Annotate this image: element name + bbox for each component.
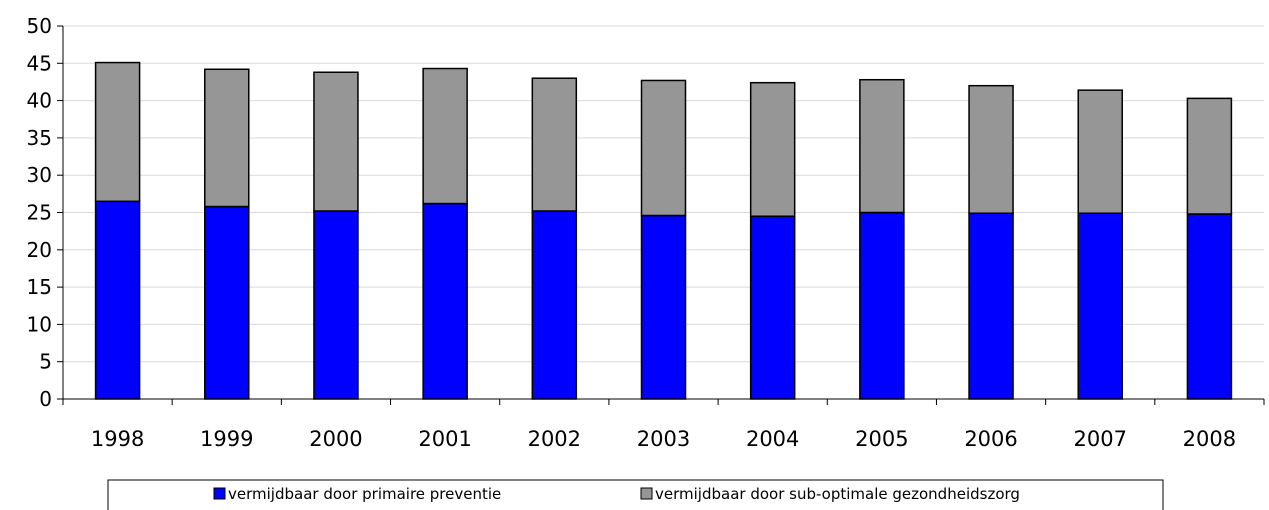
bar-segment-primaire-preventie	[531, 210, 578, 400]
bar-segment-primaire-preventie	[1077, 212, 1123, 400]
y-tick-label: 15	[27, 275, 52, 299]
bar-segment-primaire-preventie	[94, 200, 141, 400]
bar-segment-sub-optimale-gezondheidszorg	[313, 71, 359, 212]
y-axis-ticks: 0 5 10 15 20 25 30 35 40 45 50	[27, 14, 63, 411]
x-tick-label: 2001	[418, 427, 471, 451]
x-tick-label: 1999	[200, 427, 253, 451]
bar-segment-sub-optimale-gezondheidszorg	[1077, 89, 1123, 214]
bar-segment-sub-optimale-gezondheidszorg	[1186, 97, 1233, 215]
x-tick-label: 2003	[637, 427, 690, 451]
x-tick-label: 2007	[1074, 427, 1127, 451]
y-tick-label: 35	[27, 126, 52, 150]
y-tick-label: 0	[39, 387, 52, 411]
y-tick-label: 20	[27, 238, 52, 262]
y-tick-label: 5	[39, 350, 52, 374]
x-tick-label: 2002	[528, 427, 581, 451]
bar-segment-sub-optimale-gezondheidszorg	[859, 78, 905, 214]
bar-segment-sub-optimale-gezondheidszorg	[422, 67, 468, 205]
legend-swatch-sub-optimale-gezondheidszorg	[640, 487, 653, 500]
bar-segment-sub-optimale-gezondheidszorg	[531, 77, 578, 212]
x-tick-label: 1998	[91, 427, 144, 451]
y-tick-label: 40	[27, 89, 52, 113]
legend-label-sub-optimale-gezondheidszorg: vermijdbaar door sub-optimale gezondheid…	[655, 485, 1020, 503]
y-tick-label: 45	[27, 51, 52, 75]
y-tick-label: 50	[27, 14, 52, 38]
x-tick-label: 2008	[1183, 427, 1236, 451]
x-tick-label: 2005	[855, 427, 908, 451]
y-tick-label: 30	[27, 163, 52, 187]
legend: vermijdbaar door primaire preventie verm…	[107, 479, 1164, 510]
bar-segment-sub-optimale-gezondheidszorg	[204, 68, 250, 208]
legend-swatch-primaire-preventie	[213, 487, 226, 500]
y-tick-label: 10	[27, 312, 52, 336]
bar-segment-sub-optimale-gezondheidszorg	[640, 79, 687, 217]
bar-segment-primaire-preventie	[968, 212, 1014, 400]
bar-segment-sub-optimale-gezondheidszorg	[968, 84, 1014, 214]
bar-segment-primaire-preventie	[422, 202, 468, 400]
y-tick-label: 25	[27, 201, 52, 225]
bar-segment-primaire-preventie	[313, 210, 359, 400]
bar-segment-primaire-preventie	[640, 214, 687, 400]
x-axis-ticks: 1998 1999 2000 2001 2002 2003 2004 2005 2006 2007…	[62, 399, 1265, 451]
bar-segment-sub-optimale-gezondheidszorg	[749, 81, 796, 217]
bar-segment-sub-optimale-gezondheidszorg	[94, 61, 141, 203]
bar-segment-primaire-preventie	[1186, 213, 1233, 400]
bar-segment-primaire-preventie	[749, 215, 796, 400]
bars	[94, 61, 1233, 400]
x-tick-label: 2004	[746, 427, 799, 451]
x-tick-label: 2006	[964, 427, 1017, 451]
legend-frame	[107, 479, 1164, 510]
bar-segment-primaire-preventie	[204, 205, 250, 400]
x-tick-label: 2000	[309, 427, 362, 451]
bar-segment-primaire-preventie	[859, 211, 905, 400]
legend-label-primaire-preventie: vermijdbaar door primaire preventie	[228, 485, 501, 503]
